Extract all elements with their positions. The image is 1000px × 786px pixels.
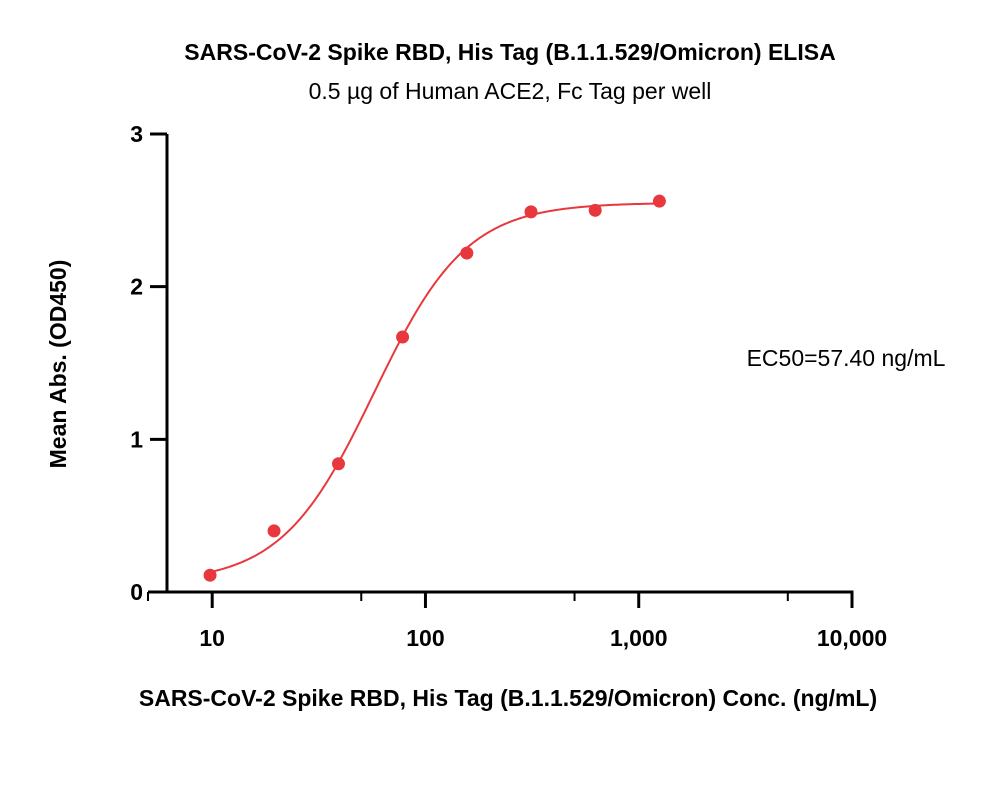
data-point [396,330,410,344]
x-ticks: 10 100 1,000 10,000 [147,592,887,651]
data-point [524,205,538,219]
data-point [588,203,602,217]
fit-layer [209,202,660,574]
x-tick-label: 1,000 [610,625,668,651]
points-layer [203,194,666,582]
ec50-annotation: EC50=57.40 ng/mL [747,345,946,371]
data-point [267,524,281,538]
y-ticks: 0 1 2 3 [130,121,167,605]
y-tick-label: 3 [130,121,143,147]
x-tick-label: 10 [199,625,225,651]
x-axis-label: SARS-CoV-2 Spike RBD, His Tag (B.1.1.529… [139,685,877,711]
y-axis-label: Mean Abs. (OD450) [45,260,71,469]
data-point [203,568,217,582]
y-tick-label: 2 [130,274,143,300]
x-tick-label: 10,000 [817,625,887,651]
fit-curve [209,202,660,574]
axes [148,134,854,594]
x-tick-label: 100 [406,625,444,651]
data-point [331,457,345,471]
chart-title: SARS-CoV-2 Spike RBD, His Tag (B.1.1.529… [184,39,835,65]
y-tick-label: 0 [130,579,143,605]
data-point [652,194,666,208]
chart-subtitle: 0.5 µg of Human ACE2, Fc Tag per well [309,78,712,104]
y-tick-label: 1 [130,426,143,452]
data-point [460,246,474,260]
